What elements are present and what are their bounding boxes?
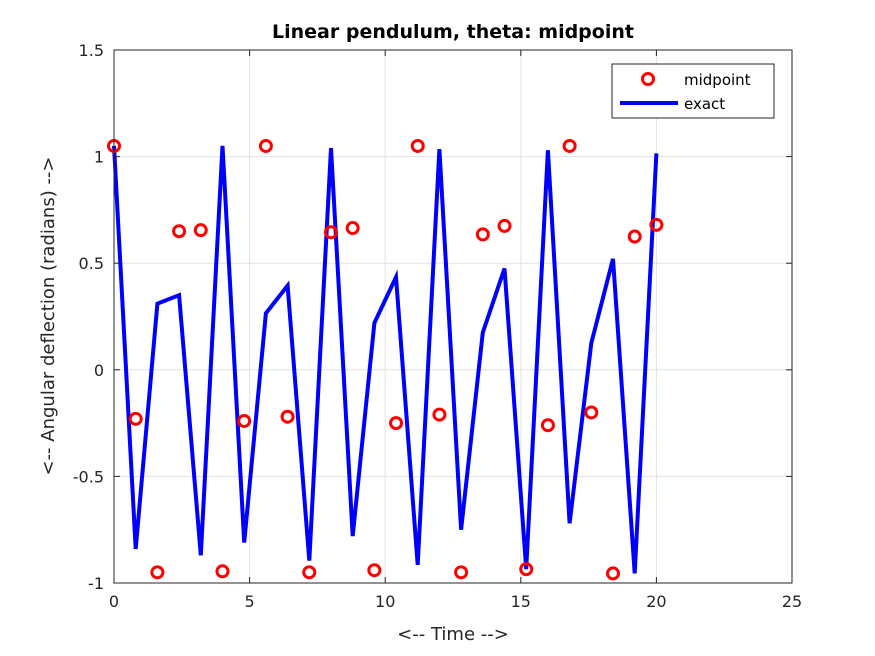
plot-area <box>114 50 792 583</box>
midpoint-marker <box>627 229 642 244</box>
x-tick-label: 15 <box>511 592 531 611</box>
midpoint-marker <box>258 138 273 153</box>
midpoint-marker <box>497 218 512 233</box>
midpoint-marker <box>237 413 252 428</box>
legend-marker-midpoint <box>641 72 655 86</box>
x-tick-label: 5 <box>245 592 255 611</box>
midpoint-marker <box>410 138 425 153</box>
x-tick-label: 25 <box>782 592 802 611</box>
ticks: 0 5 10 15 20 25 -1 -0.5 0 0.5 1 1.5 <box>73 41 802 611</box>
midpoint-marker <box>302 565 317 580</box>
legend-box <box>611 63 775 119</box>
series-exact-line <box>112 145 659 574</box>
x-axis-label: <-- Time --> <box>397 624 509 645</box>
midpoint-marker <box>323 225 338 240</box>
x-tick-label: 10 <box>375 592 395 611</box>
legend-label-exact: exact <box>684 95 725 113</box>
y-tick-label: 0.5 <box>79 254 104 273</box>
midpoint-marker <box>454 565 469 580</box>
legend: midpoint exact <box>611 63 775 119</box>
midpoint-marker <box>475 227 490 242</box>
x-tick-label: 0 <box>109 592 119 611</box>
y-tick-label: -1 <box>88 574 104 593</box>
midpoint-marker <box>584 405 599 420</box>
plot-frame <box>113 49 793 584</box>
y-tick-label: 0 <box>94 361 104 380</box>
midpoint-marker <box>128 411 143 426</box>
midpoint-marker <box>432 407 447 422</box>
y-axis-label: <-- Angular deflection (radians) --> <box>38 156 59 475</box>
midpoint-marker <box>150 565 165 580</box>
midpoint-marker <box>345 221 360 236</box>
x-tick-label: 20 <box>646 592 666 611</box>
midpoint-marker <box>389 416 404 431</box>
legend-label-midpoint: midpoint <box>684 71 751 89</box>
midpoint-marker <box>562 138 577 153</box>
midpoint-marker <box>215 564 230 579</box>
midpoint-marker <box>367 563 382 578</box>
midpoint-marker <box>280 409 295 424</box>
y-tick-label: 1.5 <box>79 41 104 60</box>
midpoint-marker <box>193 223 208 238</box>
y-tick-label: -0.5 <box>73 467 104 486</box>
chart-title: Linear pendulum, theta: midpoint <box>272 21 634 43</box>
midpoint-marker <box>172 224 187 239</box>
midpoint-marker <box>540 418 555 433</box>
midpoint-marker <box>649 217 664 232</box>
y-tick-label: 1 <box>94 148 104 167</box>
midpoint-marker <box>519 562 534 577</box>
midpoint-marker <box>606 566 621 581</box>
